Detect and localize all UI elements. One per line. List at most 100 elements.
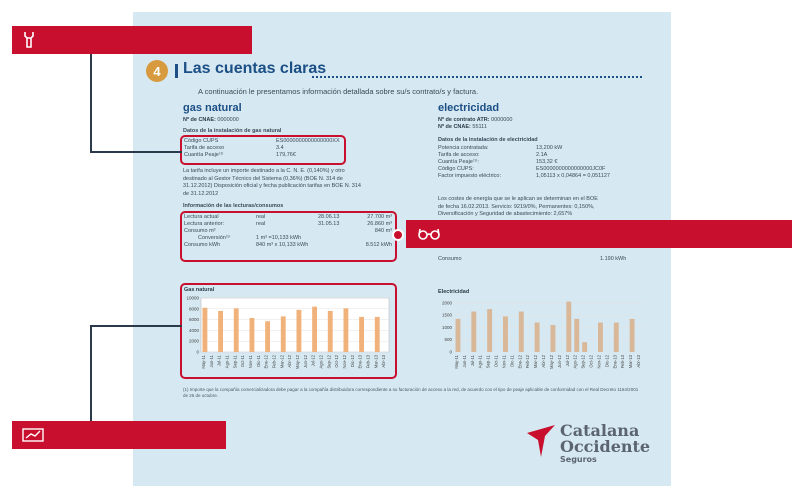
gas-tariff-note: La tarifa incluye un importe destinado a…	[183, 168, 361, 198]
catalana-occidente-logo-mark	[527, 425, 555, 457]
reading-date: 28.06.13	[318, 214, 340, 220]
chart-bar	[280, 316, 286, 352]
reading-label: Consumo kWh	[184, 242, 221, 248]
gas-install-row: Cuantía Peaje⁽¹⁾ 179,76€	[184, 152, 340, 159]
x-tick-label: Ago-12	[573, 354, 578, 368]
x-tick-label: Sep-11	[486, 354, 491, 368]
x-tick-label: Ago-11	[478, 354, 483, 368]
gas-install-table: Código CUPS ES0000000000000000XX Tarifa d…	[184, 138, 340, 159]
note-line: de 31.12.2012	[183, 190, 219, 197]
row-value: 13,200 kW	[536, 145, 563, 151]
x-tick-label: Feb-12	[525, 354, 530, 368]
elec-consumo-label: Consumo	[438, 256, 462, 262]
elec-install-heading: Datos de la instalación de electricidad	[438, 137, 538, 143]
callout-wrench[interactable]	[12, 26, 252, 54]
reading-type: 1 m³ =10,133 kWh	[256, 235, 302, 241]
gas-install-heading: Datos de la instalación de gas natural	[183, 128, 282, 134]
callout-connector	[90, 325, 92, 422]
brand-logo-text: Catalana Occidente Seguros	[560, 421, 650, 465]
x-tick-label: Ago-12	[318, 354, 323, 368]
x-tick-label: Nov-12	[596, 354, 601, 368]
elec-install-row: Factor impuesto eléctrico: 1,05113 x 0,04…	[438, 173, 610, 180]
gas-title: gas natural	[183, 102, 242, 114]
x-tick-label: Jul-12	[565, 354, 570, 366]
x-tick-label: Sep-11	[232, 354, 237, 368]
note-line: de fecha 16.02.2013. Servicio: 9219/0%, …	[438, 203, 595, 210]
x-tick-label: Jul-12	[311, 354, 316, 366]
elec-cnae-value: 55111	[472, 124, 487, 130]
y-tick-label: 2000	[189, 339, 200, 344]
reading-type: 840 m³ x 10,133 kWh	[256, 242, 309, 248]
reading-value: 26.860 m³	[367, 221, 392, 227]
chart-bar	[218, 310, 224, 352]
note-line: Diversificación y Seguridad de abastecim…	[438, 211, 573, 217]
gas-readings-table: Lectura actual real 28.06.13 27.700 m³ Lect…	[184, 214, 392, 249]
x-tick-label: Ene-12	[264, 354, 269, 368]
x-tick-label: Jun-11	[462, 354, 467, 367]
gas-readings-heading: Información de las lecturas/consumos	[183, 203, 284, 209]
chart-bar	[249, 317, 255, 352]
x-tick-label: Ene-13	[358, 354, 363, 368]
reading-row: Conversión⁽¹⁾ 1 m³ =10,133 kWh	[184, 235, 392, 242]
x-tick-label: Dic-12	[604, 354, 609, 367]
elec-title: electricidad	[438, 102, 500, 114]
note-line: destinado al Gestor Técnico del Sistema …	[183, 175, 343, 182]
footnote: (1) Importe que la compañía comercializa…	[183, 387, 639, 398]
callout-marker	[392, 229, 404, 241]
gas-cnae-label: Nº de CNAE:	[183, 117, 216, 123]
chart-bar	[374, 316, 380, 352]
x-tick-label: Dic-12	[350, 354, 355, 367]
elec-contract: Nº de contrato ATR: 0000000	[438, 117, 512, 125]
chart-bar	[487, 309, 493, 352]
y-tick-label: 2000	[442, 300, 453, 305]
x-tick-label: Sep-12	[581, 354, 586, 368]
y-tick-label: 10000	[186, 296, 199, 301]
row-label: Tarifa de acceso:	[438, 152, 480, 158]
chart-bar	[566, 301, 572, 352]
x-tick-label: Abr-12	[287, 354, 292, 367]
chart-bar	[265, 321, 271, 352]
gas-install-row: Tarifa de acceso 3.4	[184, 145, 340, 152]
callout-chart[interactable]	[12, 421, 226, 449]
x-tick-label: Abr-12	[541, 354, 546, 367]
callout-connector	[90, 325, 182, 327]
section-intro: A continuación le presentamos informació…	[198, 87, 479, 96]
x-tick-label: Abr-13	[381, 354, 386, 367]
chart-bar	[574, 318, 580, 352]
x-tick-label: Nov-12	[342, 354, 347, 368]
x-tick-label: Mar-13	[373, 354, 378, 368]
reading-label: Consumo m³	[184, 228, 216, 234]
x-tick-label: Nov-11	[248, 354, 253, 368]
elec-cnae-label: Nº de CNAE:	[438, 124, 471, 130]
y-tick-label: 1500	[442, 313, 453, 318]
note-line: 31.12.2012) Disposición oficial y fecha …	[183, 183, 361, 189]
x-tick-label: Mar-12	[279, 354, 284, 368]
chart-bar	[503, 316, 508, 352]
x-tick-label: Feb-12	[271, 354, 276, 368]
reading-value: 27.700 m³	[367, 214, 392, 220]
chart-bar	[598, 322, 603, 352]
callout-connector	[90, 151, 182, 153]
row-value: 2.1A	[536, 152, 548, 158]
chart-bar	[296, 309, 302, 352]
elec-install-row: Tarifa de acceso: 2.1A	[438, 152, 610, 159]
callout-glasses[interactable]	[406, 220, 792, 248]
chart-bar	[534, 322, 540, 352]
x-tick-label: Oct-11	[240, 354, 245, 367]
reading-value: 8.512 kWh	[365, 242, 392, 248]
chart-bar	[471, 311, 477, 352]
row-value: ES0000000000000000XX	[276, 138, 340, 144]
chart-bar	[582, 342, 588, 352]
x-tick-label: May-12	[549, 354, 554, 369]
elec-contract-label: Nº de contrato ATR:	[438, 117, 490, 123]
logo-line-1: Catalana	[560, 421, 640, 440]
reading-row: Consumo kWh 840 m³ x 10,133 kWh 8.512 kWh	[184, 242, 392, 249]
row-value: 1,05113 x 0,04864 = 0,051127	[536, 173, 610, 179]
x-tick-label: Feb-13	[620, 354, 625, 368]
row-label: Cuantía Peaje⁽¹⁾:	[438, 159, 479, 165]
reading-row: Lectura actual real 28.06.13 27.700 m³	[184, 214, 392, 221]
row-value: 179,76€	[276, 152, 296, 158]
note-line: La tarifa incluye un importe destinado a…	[183, 168, 345, 174]
row-label: Código CUPS	[184, 138, 219, 144]
